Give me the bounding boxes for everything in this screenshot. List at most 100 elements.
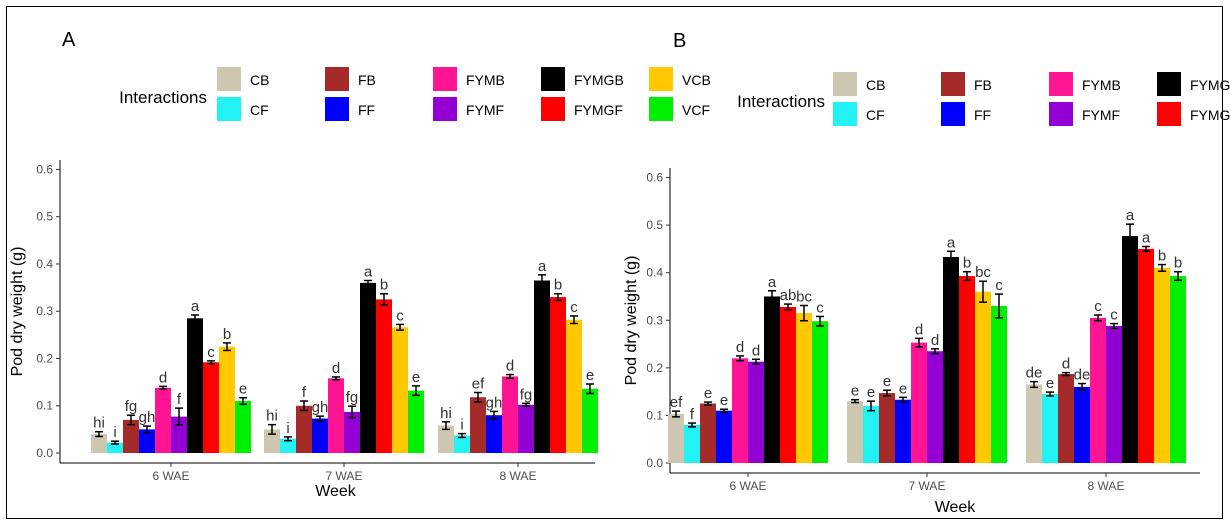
legend-swatch-vcb (649, 67, 673, 91)
significance-letter: d (915, 321, 923, 338)
legend-swatch-cf (833, 102, 857, 126)
significance-letter: c (396, 307, 404, 324)
bar-vcb-8-wae (566, 319, 582, 453)
bar-vcf-7-wae (408, 390, 424, 453)
bar-fymf-6-wae (748, 361, 764, 463)
legend-swatch-cb (217, 67, 241, 91)
x-tick-label: 6 WAE (730, 479, 767, 493)
significance-letter: e (851, 383, 859, 400)
bar-vcf-6-wae (812, 321, 828, 463)
bar-fymgb-7-wae (360, 282, 376, 453)
legend-label-fymgb: FYMGB (574, 72, 624, 88)
significance-letter: fg (125, 398, 138, 415)
bar-vcb-7-wae (392, 327, 408, 453)
significance-letter: e (704, 385, 712, 402)
significance-letter: gh (312, 399, 329, 416)
bar-cf-8-wae (454, 435, 470, 453)
legend-label-fymf: FYMF (1082, 107, 1120, 123)
legend-swatch-fb (325, 67, 349, 91)
significance-letter: a (191, 298, 200, 315)
bar-fb-7-wae (879, 393, 895, 463)
significance-letter: a (1126, 207, 1135, 224)
significance-letter: c (816, 299, 824, 316)
significance-letter: b (1158, 248, 1166, 265)
x-tick-label: 7 WAE (909, 479, 946, 493)
bar-fymf-8-wae (1106, 325, 1122, 463)
y-tick-label: 0.5 (36, 210, 53, 224)
significance-letter: a (768, 274, 777, 291)
significance-letter: ef (670, 394, 683, 411)
significance-letter: fg (520, 386, 533, 403)
significance-letter: ab (780, 287, 797, 304)
significance-letter: gh (486, 394, 503, 411)
legend-label-fymgf: FYMGF (574, 102, 623, 118)
legend-label-ff: FF (974, 107, 991, 123)
bar-cb-8-wae (1026, 384, 1042, 463)
significance-letter: b (1174, 255, 1182, 272)
significance-letter: i (286, 420, 289, 437)
bar-fymgf-7-wae (376, 299, 392, 453)
y-tick-label: 0.1 (36, 399, 53, 413)
bar-vcb-6-wae (219, 346, 235, 453)
significance-letter: hi (93, 415, 105, 432)
significance-letter: bc (796, 289, 812, 306)
bar-fb-8-wae (470, 397, 486, 453)
bar-cb-6-wae (91, 434, 107, 453)
bar-cb-8-wae (438, 425, 454, 453)
significance-letter: b (223, 326, 231, 343)
legend-label-cf: CF (866, 107, 885, 123)
x-tick-label: 8 WAE (500, 469, 537, 483)
bar-fymf-8-wae (518, 404, 534, 453)
x-axis-title: Week (315, 483, 357, 500)
legend-swatch-fymgf (541, 97, 565, 121)
x-tick-label: 7 WAE (326, 469, 363, 483)
bar-ff-8-wae (1074, 386, 1090, 463)
significance-letter: a (947, 234, 956, 251)
legend-label-fb: FB (358, 72, 376, 88)
significance-letter: d (752, 342, 760, 359)
bar-fymb-7-wae (328, 378, 344, 453)
significance-letter: bc (975, 264, 991, 281)
y-tick-label: 0.6 (36, 162, 53, 176)
bar-cf-6-wae (684, 424, 700, 463)
y-axis-title: Pod dry weight (g) (9, 247, 26, 377)
significance-letter: f (690, 406, 695, 423)
significance-letter: c (570, 299, 578, 316)
legend-label-fb: FB (974, 77, 992, 93)
y-tick-label: 0.3 (36, 304, 53, 318)
significance-letter: d (159, 369, 167, 386)
y-tick-label: 0.2 (646, 361, 663, 375)
bar-ff-6-wae (139, 429, 155, 453)
significance-letter: c (1110, 307, 1118, 324)
bar-cb-7-wae (847, 401, 863, 463)
bar-vcf-6-wae (235, 401, 251, 453)
significance-letter: i (113, 424, 116, 441)
y-tick-label: 0.0 (646, 456, 663, 470)
y-tick-label: 0.1 (646, 408, 663, 422)
legend-swatch-vcf (649, 97, 673, 121)
bar-fymf-7-wae (344, 411, 360, 453)
legend-swatch-fymgb (541, 67, 565, 91)
significance-letter: d (332, 360, 340, 377)
bar-fymb-7-wae (911, 342, 927, 463)
bar-cf-6-wae (107, 442, 123, 453)
bar-fb-6-wae (700, 403, 716, 463)
legend-label-ff: FF (358, 102, 375, 118)
bar-fymgb-8-wae (534, 280, 550, 453)
bar-cf-8-wae (1042, 394, 1058, 463)
bar-cb-6-wae (668, 413, 684, 463)
legend-label-fymb: FYMB (466, 72, 505, 88)
legend-swatch-cf (217, 97, 241, 121)
significance-letter: fg (346, 389, 359, 406)
bar-fb-6-wae (123, 419, 139, 453)
y-tick-label: 0.6 (646, 171, 663, 185)
bar-fymgb-8-wae (1122, 236, 1138, 463)
significance-letter: b (380, 277, 388, 294)
legend-swatch-cb (833, 72, 857, 96)
legend-swatch-fymb (433, 67, 457, 91)
significance-letter: b (963, 255, 971, 272)
significance-letter: e (586, 367, 594, 384)
bar-ff-7-wae (312, 418, 328, 453)
significance-letter: d (736, 339, 744, 356)
